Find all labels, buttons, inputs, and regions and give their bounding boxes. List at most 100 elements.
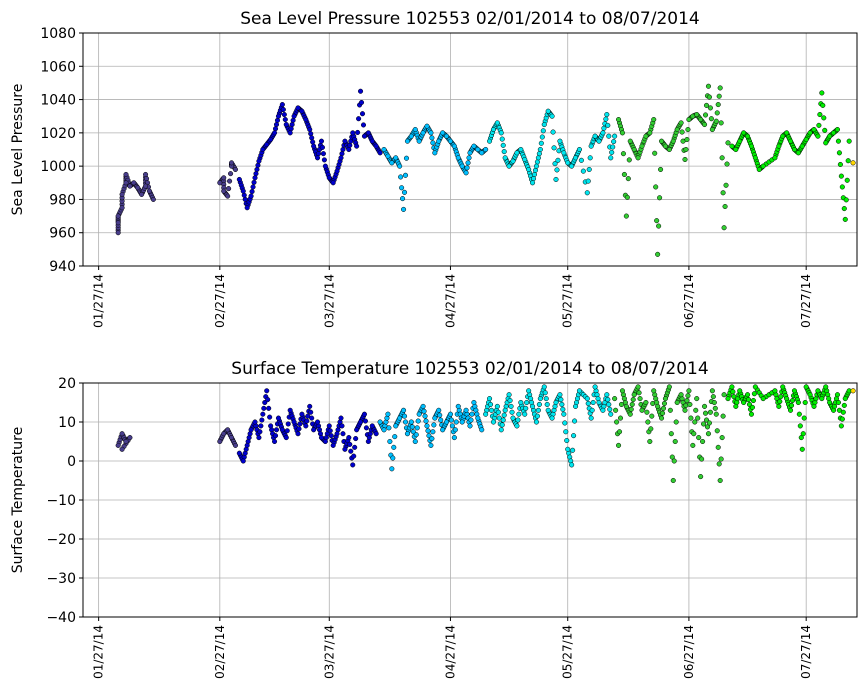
data-point <box>363 425 369 431</box>
data-point <box>780 384 786 390</box>
data-point <box>373 143 379 149</box>
data-point <box>604 112 610 118</box>
data-point <box>835 138 841 144</box>
data-point <box>465 160 471 166</box>
data-point <box>563 429 569 435</box>
data-point <box>506 163 512 169</box>
data-point <box>346 146 352 153</box>
data-point <box>564 437 570 444</box>
data-point <box>249 188 255 195</box>
data-point <box>268 423 274 429</box>
x-tick-label: 05/27/14 <box>561 274 575 328</box>
data-point <box>377 150 383 156</box>
data-point <box>552 161 558 167</box>
x-tick-label: 05/27/14 <box>561 625 575 679</box>
data-point <box>228 435 235 441</box>
data-point <box>500 142 506 148</box>
data-point <box>390 455 396 461</box>
data-point <box>360 122 367 128</box>
data-point <box>415 418 421 424</box>
data-point <box>572 403 579 409</box>
data-point <box>545 407 551 413</box>
series-3 <box>381 123 489 212</box>
data-point <box>297 421 303 427</box>
data-point <box>655 251 661 257</box>
data-point <box>271 130 278 136</box>
data-point <box>569 462 575 468</box>
data-point <box>772 155 778 161</box>
data-point <box>772 388 778 394</box>
data-point <box>326 423 332 429</box>
data-point <box>780 133 786 139</box>
data-point <box>671 458 677 464</box>
data-point <box>355 129 361 135</box>
data-point <box>291 419 297 425</box>
data-point <box>315 151 322 157</box>
plot-frame <box>82 32 858 267</box>
data-point <box>701 421 707 427</box>
series-6 <box>725 384 852 452</box>
data-point <box>823 384 829 390</box>
data-point <box>284 428 290 434</box>
data-point <box>508 403 514 409</box>
data-point <box>334 168 340 174</box>
data-point <box>479 427 485 433</box>
data-point <box>733 146 739 153</box>
series-2 <box>236 88 383 211</box>
data-point <box>299 108 305 114</box>
data-point <box>339 423 345 429</box>
data-point <box>839 184 845 190</box>
data-point <box>498 130 504 136</box>
data-point <box>413 432 419 438</box>
data-point <box>393 423 399 429</box>
data-point <box>711 399 717 406</box>
y-tick-label: 20 <box>58 376 76 392</box>
data-point <box>392 434 398 440</box>
data-point <box>354 143 360 149</box>
data-point <box>353 436 359 442</box>
data-point <box>778 394 784 400</box>
data-point <box>471 399 477 406</box>
data-point <box>524 399 530 406</box>
data-point <box>385 411 391 417</box>
data-point <box>498 427 504 433</box>
data-point <box>654 218 660 224</box>
y-tick-label: 0 <box>67 454 76 470</box>
data-point <box>510 415 516 421</box>
data-point <box>592 133 598 139</box>
data-point <box>459 163 465 169</box>
data-point <box>716 461 722 467</box>
data-point <box>314 419 321 425</box>
data-point <box>248 193 254 199</box>
data-point <box>670 477 676 484</box>
data-point <box>455 155 461 161</box>
data-point <box>694 396 700 402</box>
x-tick-label: 02/27/14 <box>213 625 227 679</box>
data-point <box>490 419 497 425</box>
data-point <box>303 423 309 429</box>
data-point <box>303 116 309 123</box>
data-point <box>688 415 694 421</box>
data-point <box>256 435 262 441</box>
data-point <box>283 121 289 128</box>
data-point <box>408 419 414 425</box>
data-point <box>463 407 469 413</box>
data-point <box>400 196 406 202</box>
data-point <box>404 138 411 144</box>
data-point <box>608 155 614 161</box>
x-tick-label: 07/27/14 <box>799 625 813 679</box>
data-point <box>542 390 548 396</box>
data-point <box>842 216 848 222</box>
data-point <box>217 438 223 445</box>
data-point <box>748 143 755 149</box>
data-point <box>838 173 844 179</box>
data-point <box>720 190 726 196</box>
data-point <box>510 158 516 164</box>
data-point <box>356 116 362 122</box>
data-point <box>635 155 641 161</box>
data-point <box>682 156 688 163</box>
data-point <box>841 206 847 212</box>
data-point <box>620 151 626 157</box>
series-6 <box>729 90 852 222</box>
data-point <box>428 130 434 136</box>
